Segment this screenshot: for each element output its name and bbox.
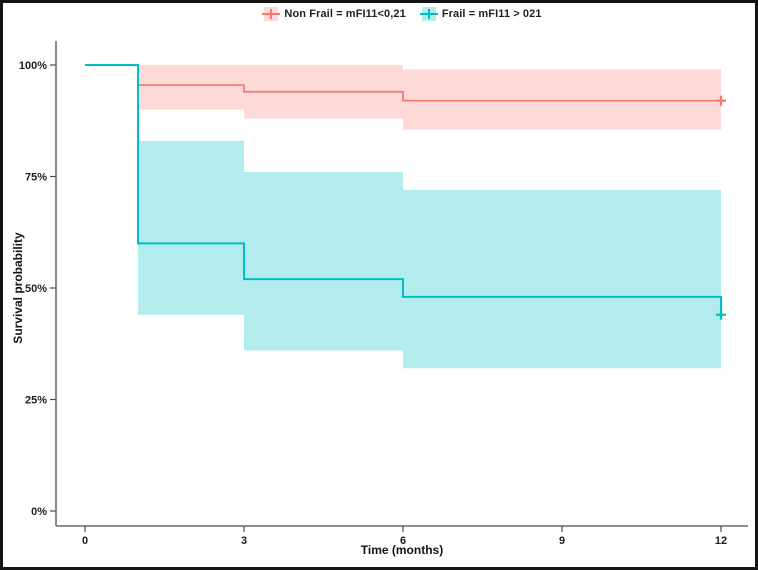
confidence-bands bbox=[138, 65, 721, 369]
y-tick-label: 25% bbox=[25, 395, 47, 407]
legend-item-non-frail: Non Frail = mFI11<0,21 bbox=[262, 7, 406, 21]
legend-label-non-frail: Non Frail = mFI11<0,21 bbox=[284, 8, 406, 20]
legend-key-frail-icon bbox=[419, 7, 438, 21]
legend-key-non-frail-icon bbox=[262, 7, 281, 21]
x-tick-label: 3 bbox=[241, 535, 247, 547]
x-tick-label: 0 bbox=[82, 535, 88, 547]
legend-item-frail: Frail = mFI11 > 021 bbox=[419, 7, 542, 21]
y-tick-label: 100% bbox=[19, 60, 47, 72]
y-tick-label: 0% bbox=[31, 506, 47, 518]
axes: 0% 25% 50% 75% 100% 0 3 6 9 12 bbox=[19, 41, 748, 547]
x-tick-label: 12 bbox=[715, 535, 727, 547]
chart-legend: Non Frail = mFI11<0,21 Frail = mFI11 > 0… bbox=[43, 7, 755, 21]
y-tick-label: 75% bbox=[25, 172, 47, 184]
survival-plot-canvas: 0% 25% 50% 75% 100% 0 3 6 9 12 bbox=[19, 41, 748, 547]
x-tick-label: 6 bbox=[400, 535, 406, 547]
x-tick-label: 9 bbox=[559, 535, 565, 547]
survival-curves bbox=[85, 64, 722, 315]
confidence-band-0 bbox=[138, 65, 721, 130]
legend-label-frail: Frail = mFI11 > 021 bbox=[441, 8, 542, 20]
y-tick-label: 50% bbox=[25, 283, 47, 295]
survival-curve-1 bbox=[85, 64, 722, 315]
censor-marks bbox=[716, 95, 726, 320]
confidence-band-1 bbox=[138, 140, 721, 369]
x-axis-title: Time (months) bbox=[360, 543, 444, 557]
